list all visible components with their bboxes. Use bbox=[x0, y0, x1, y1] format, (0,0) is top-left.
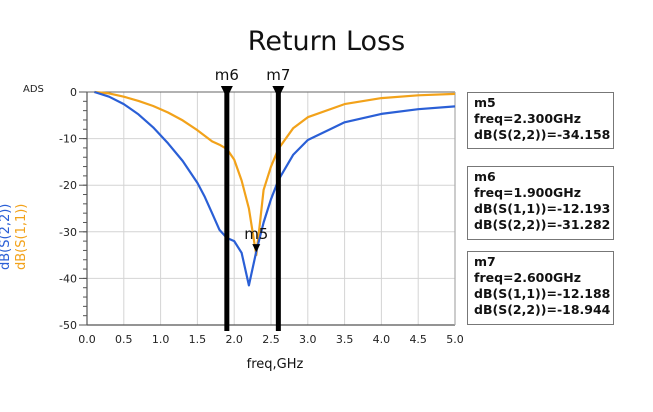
marker-box-m6: m6 freq=1.900GHz dB(S(1,1))=-12.193 dB(S… bbox=[467, 166, 614, 240]
x-tick-label: 2.5 bbox=[262, 333, 280, 346]
marker-triangle-icon bbox=[272, 86, 285, 98]
series-dbs22 bbox=[94, 90, 456, 287]
marker-label-m6: m6 bbox=[215, 66, 239, 84]
series-dbs11 bbox=[94, 90, 456, 257]
marker-freq: freq=2.300GHz bbox=[474, 111, 582, 126]
y-tick-label: -40 bbox=[59, 272, 77, 285]
marker-label: m6 bbox=[474, 169, 496, 184]
marker-value: dB(S(1,1))=-12.188 bbox=[474, 286, 611, 301]
y-tick-label: 0 bbox=[70, 86, 77, 99]
y-tick-label: -10 bbox=[59, 133, 77, 146]
marker-label-m5: m5 bbox=[244, 225, 268, 243]
x-tick-label: 2.0 bbox=[225, 333, 243, 346]
marker-triangle-icon bbox=[220, 86, 233, 98]
marker-freq: freq=1.900GHz bbox=[474, 185, 582, 200]
x-tick-label: 1.5 bbox=[189, 333, 207, 346]
y-tick-label: -30 bbox=[59, 226, 77, 239]
marker-value: dB(S(2,2))=-34.158 bbox=[474, 127, 611, 142]
marker-box-m5: m5 freq=2.300GHz dB(S(2,2))=-34.158 bbox=[467, 92, 614, 149]
marker-value: dB(S(1,1))=-12.193 bbox=[474, 201, 611, 216]
x-tick-label: 0.5 bbox=[115, 333, 133, 346]
chart-title: Return Loss bbox=[247, 26, 406, 57]
marker-freq: freq=2.600GHz bbox=[474, 270, 582, 285]
marker-label: m7 bbox=[474, 254, 496, 269]
x-tick-label: 0.0 bbox=[78, 333, 96, 346]
x-tick-label: 4.0 bbox=[373, 333, 391, 346]
x-tick-label: 4.5 bbox=[409, 333, 427, 346]
marker-box-m7: m7 freq=2.600GHz dB(S(1,1))=-12.188 dB(S… bbox=[467, 251, 614, 325]
ads-label: ADS bbox=[23, 84, 44, 95]
x-axis-label: freq,GHz bbox=[246, 357, 304, 372]
marker-label: m5 bbox=[474, 95, 496, 110]
marker-value: dB(S(2,2))=-18.944 bbox=[474, 302, 611, 317]
x-tick-label: 1.0 bbox=[152, 333, 170, 346]
marker-label-m7: m7 bbox=[266, 66, 290, 84]
x-tick-label: 5.0 bbox=[446, 333, 464, 346]
x-tick-label: 3.0 bbox=[299, 333, 317, 346]
x-tick-label: 3.5 bbox=[336, 333, 354, 346]
marker-value: dB(S(2,2))=-31.282 bbox=[474, 217, 611, 232]
y-tick-label: -20 bbox=[59, 179, 77, 192]
marker-triangle-icon bbox=[252, 244, 261, 253]
y-tick-label: -50 bbox=[59, 319, 77, 332]
